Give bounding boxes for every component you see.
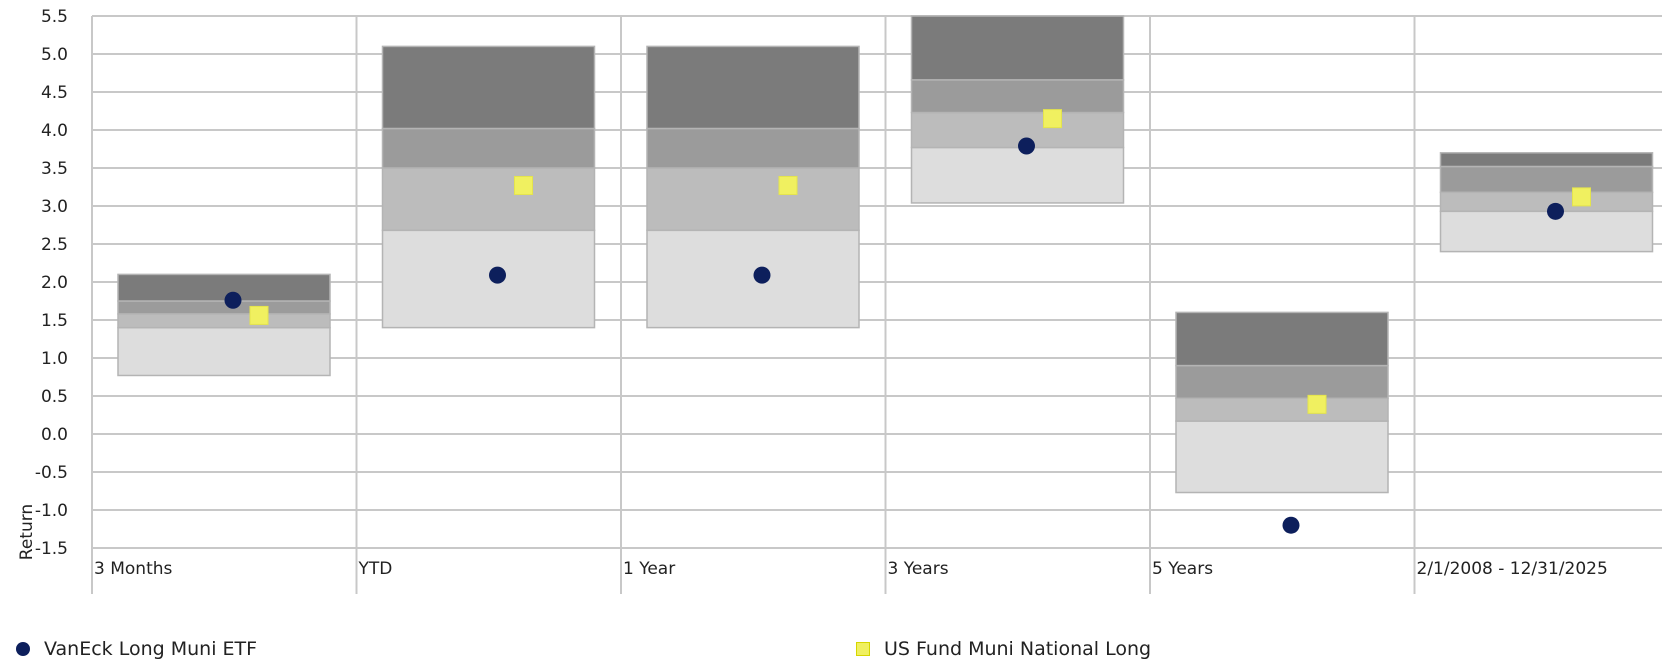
percentile-band	[646, 167, 860, 232]
y-tick-label: 3.5	[41, 159, 68, 179]
percentile-band	[117, 300, 331, 315]
legend-swatch-circle	[16, 642, 30, 656]
marker-circle	[1547, 202, 1564, 220]
x-tick-label: 5 Years	[1152, 559, 1213, 579]
percentile-band	[1439, 165, 1654, 194]
marker-square	[1043, 109, 1062, 129]
percentile-band	[910, 79, 1125, 114]
x-tick-label: 1 Year	[623, 559, 675, 579]
percentile-band	[910, 111, 1125, 149]
percentile-band	[117, 273, 331, 302]
x-tick-label: 3 Months	[94, 559, 173, 579]
percentile-band	[1439, 191, 1654, 213]
y-tick-label: 2.0	[41, 273, 68, 293]
marker-circle	[753, 266, 771, 284]
percentile-band	[381, 45, 596, 130]
legend-swatch-square	[856, 642, 870, 656]
y-tick-label: 1.5	[41, 311, 68, 331]
percentile-band	[1439, 210, 1654, 253]
percentile-band	[1175, 311, 1389, 367]
y-tick-label: 3.0	[41, 197, 68, 217]
chart-svg: -1.5 -1.0 -0.5 0.0 0.5 1.0 1.5 2.0 2.5 3.0 3.5 4.0 4…	[17, 7, 1662, 594]
y-tick-label: 4.0	[41, 121, 68, 141]
percentile-band	[646, 229, 860, 329]
percentile-band	[381, 127, 596, 169]
legend-label: VanEck Long Muni ETF	[44, 638, 258, 660]
marker-square	[1307, 394, 1327, 414]
legend-item-series-1: VanEck Long Muni ETF	[16, 638, 257, 660]
percentile-band	[117, 326, 331, 377]
y-tick-label: -1.5	[35, 539, 68, 559]
percentile-band	[117, 313, 331, 329]
x-tick-label: 3 Years	[888, 559, 949, 579]
legend: VanEck Long Muni ETF US Fund Muni Nation…	[0, 638, 1662, 660]
marker-square	[1572, 187, 1591, 207]
y-axis-label: Return	[17, 504, 37, 560]
marker-square	[249, 305, 269, 325]
percentile-band	[910, 15, 1125, 81]
marker-square	[514, 175, 533, 195]
percentile-band	[381, 229, 596, 329]
percentile-band	[1175, 420, 1389, 494]
y-tick-label: 2.5	[41, 235, 68, 255]
y-tick-label: -0.5	[35, 463, 68, 483]
percentile-band	[1439, 152, 1654, 168]
y-tick-label: 5.0	[41, 45, 68, 65]
legend-item-series-2: US Fund Muni National Long	[856, 638, 1151, 660]
y-tick-label: 1.0	[41, 349, 68, 369]
marker-circle	[1282, 516, 1300, 534]
marker-circle	[1018, 137, 1035, 155]
y-tick-label: 0.0	[41, 425, 68, 445]
percentile-band	[1175, 364, 1389, 400]
legend-label: US Fund Muni National Long	[884, 638, 1152, 660]
marker-circle	[489, 266, 506, 284]
y-tick-label: 4.5	[41, 83, 68, 103]
x-tick-label: YTD	[358, 559, 393, 579]
y-tick-label: 0.5	[41, 387, 68, 407]
percentile-band	[646, 127, 860, 169]
y-tick-label: 5.5	[41, 7, 68, 27]
marker-circle	[224, 291, 242, 309]
percentile-band	[381, 167, 596, 232]
percentile-band	[910, 146, 1125, 204]
percentile-band	[1175, 397, 1389, 422]
x-tick-label: 2/1/2008 - 12/31/2025	[1417, 559, 1608, 579]
percentile-band	[646, 45, 860, 130]
y-tick-label: -1.0	[35, 501, 68, 521]
marker-square	[778, 175, 798, 195]
